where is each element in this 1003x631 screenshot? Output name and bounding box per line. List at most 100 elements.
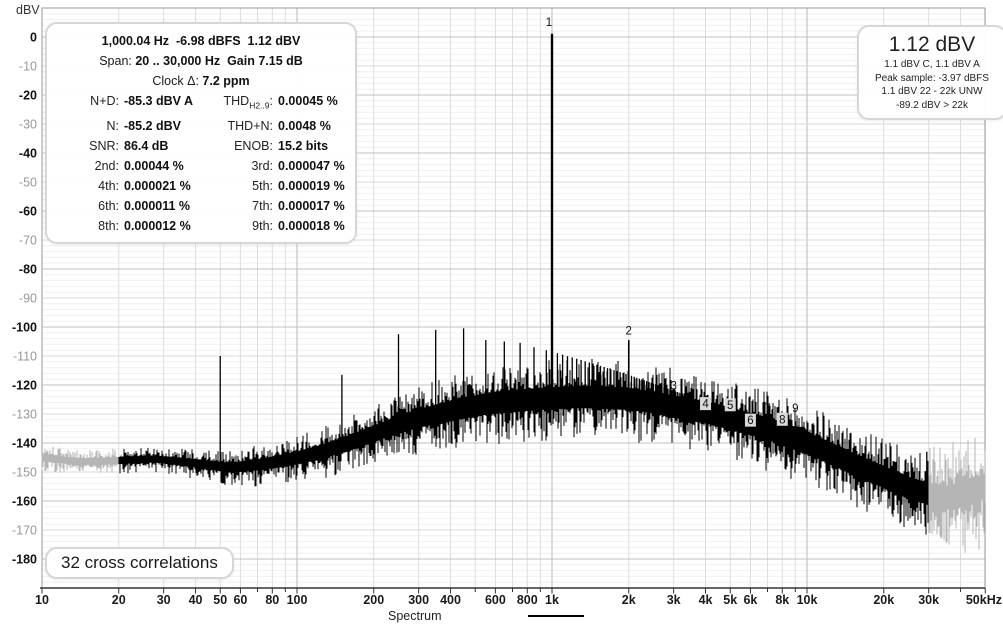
y-axis-unit-label: dBV [16,3,40,17]
measurement-info-panel[interactable]: 1,000.04 Hz -6.98 dBFS 1.12 dBV Span: 20… [45,22,357,244]
stat-label: 7th: [252,198,273,213]
peak-label: 3 [670,380,676,392]
signal-summary-line: 1,000.04 Hz -6.98 dBFS 1.12 dBV [101,34,301,48]
x-tick-label: 1k [545,593,559,607]
stat-value: 0.000018 % [278,218,345,233]
cross-correlations-text: 32 cross correlations [61,553,218,572]
y-tick-label: -10 [19,60,37,74]
stat-value: 0.00045 % [278,94,338,108]
y-tick-label: -160 [12,495,37,509]
y-tick-label: -150 [12,466,37,480]
stat-row: SNR: 86.4 dB ENOB: 15.2 bits [55,136,347,156]
cross-correlations-badge: 32 cross correlations [45,547,234,579]
x-tick-label: 5k [723,593,737,607]
peak-label-box [700,397,712,411]
y-tick-label: -130 [12,408,37,422]
x-tick-label: 30k [918,593,939,607]
stat-value: 0.000019 % [278,178,345,193]
stat-label: 5th: [252,178,273,193]
y-tick-label: -170 [12,524,37,538]
y-tick-label: -50 [19,176,37,190]
y-tick-label: -100 [12,321,37,335]
x-tick-label: 20k [873,593,894,607]
stat-row: 2nd: 0.00044 % 3rd: 0.000047 % [55,156,347,176]
stat-label: SNR: [89,138,119,153]
y-tick-label: -70 [19,234,37,248]
stat-row: 6th: 0.000011 % 7th: 0.000017 % [55,196,347,216]
level-detail-line: 1.1 dBV 22 - 22k UNW [881,86,983,97]
stat-value: 0.000017 % [278,198,345,213]
y-tick-label: -90 [19,292,37,306]
trace-legend-label[interactable]: Spectrum [388,609,442,623]
x-tick-label: 6k [743,593,757,607]
stat-label: N: [106,118,120,133]
stat-label: 6th: [98,198,119,213]
level-detail-line: -89.2 dBV > 22k [896,99,968,111]
trace-legend[interactable]: Spectrum [388,609,584,623]
y-tick-label: -40 [19,147,37,161]
x-tick-label: 60 [233,593,247,607]
x-tick-label: 3k [667,593,681,607]
y-tick-label: -80 [19,263,37,277]
stat-value: 0.0048 % [278,118,331,133]
y-tick-label: -140 [12,437,37,451]
y-tick-label: -180 [12,553,37,567]
stat-value: 0.000021 % [124,178,191,193]
y-tick-label: -20 [19,89,37,103]
peak-label: 2 [626,325,632,337]
stat-value: 15.2 bits [278,138,329,153]
clock-delta-line: Clock Δ: 7.2 ppm [152,74,250,88]
y-tick-label: 0 [30,31,37,45]
y-axis-tick-labels: 0 -10 -20 -30 -40 -50 -60 -70 -80 -90 -100 -110 -120… [12,31,37,567]
stat-label: N+D: [90,94,119,108]
stat-value: 0.000011 % [124,198,191,213]
stat-label: 2nd: [94,158,119,173]
x-tick-label: 4k [699,593,713,607]
x-tick-label: 600 [485,593,506,607]
stat-value: 0.00044 % [124,158,184,173]
stat-label: 4th: [98,178,119,193]
y-tick-label: -110 [13,350,37,364]
x-tick-label: 10 [35,593,49,607]
x-tick-label: 50kHz [966,593,1002,607]
stat-label: THD+N: [227,118,274,133]
x-axis-tick-labels: 10 20 30 40 50 60 80 100 200 300 400 600 800 1k 2k 3k 4k… [35,588,1002,607]
level-detail-line: 1.1 dBV C, 1.1 dBV A [884,59,980,70]
x-tick-label: 80 [265,593,279,607]
x-tick-label: 400 [440,593,461,607]
peak-label: 7 [764,403,770,415]
x-tick-label: 50 [213,593,227,607]
stat-label: 8th: [98,218,119,233]
peak-label: 6 [747,415,753,427]
stat-label: 9th: [252,218,273,233]
stat-value: -85.3 dBV A [124,94,194,108]
stat-row: 8th: 0.000012 % 9th: 0.000018 % [55,216,347,236]
stat-label: THDH2..9: [223,94,273,111]
peak-label-box [744,413,756,427]
stat-value: 86.4 dB [124,138,169,153]
level-readout-panel[interactable]: 1.12 dBV 1.1 dBV C, 1.1 dBV A Peak sample… [857,25,1003,120]
x-tick-label: 200 [363,593,384,607]
peak-label: 5 [727,400,733,412]
peak-label: 4 [702,399,709,411]
stat-value: -85.2 dBV [124,118,181,133]
y-tick-label: -60 [19,205,37,219]
peak-label: 1 [546,17,552,29]
x-tick-label: 800 [517,593,538,607]
x-tick-label: 2k [622,593,636,607]
span-gain-line: Span: 20 .. 30,000 Hz Gain 7.15 dB [99,54,303,68]
y-tick-label: -120 [12,379,37,393]
level-readout-details: 1.1 dBV C, 1.1 dBV A Peak sample: -3.97 d… [863,58,1001,112]
stat-label: 3rd: [251,158,273,173]
x-tick-label: 40 [189,593,203,607]
peak-label-box [776,412,788,426]
x-tick-label: 10k [797,593,818,607]
stat-label: ENOB: [234,138,273,153]
x-tick-label: 8k [775,593,789,607]
peak-label-box [724,398,736,412]
x-tick-label: 30 [157,593,171,607]
stat-value: 0.000047 % [278,158,345,173]
x-tick-label: 20 [112,593,126,607]
